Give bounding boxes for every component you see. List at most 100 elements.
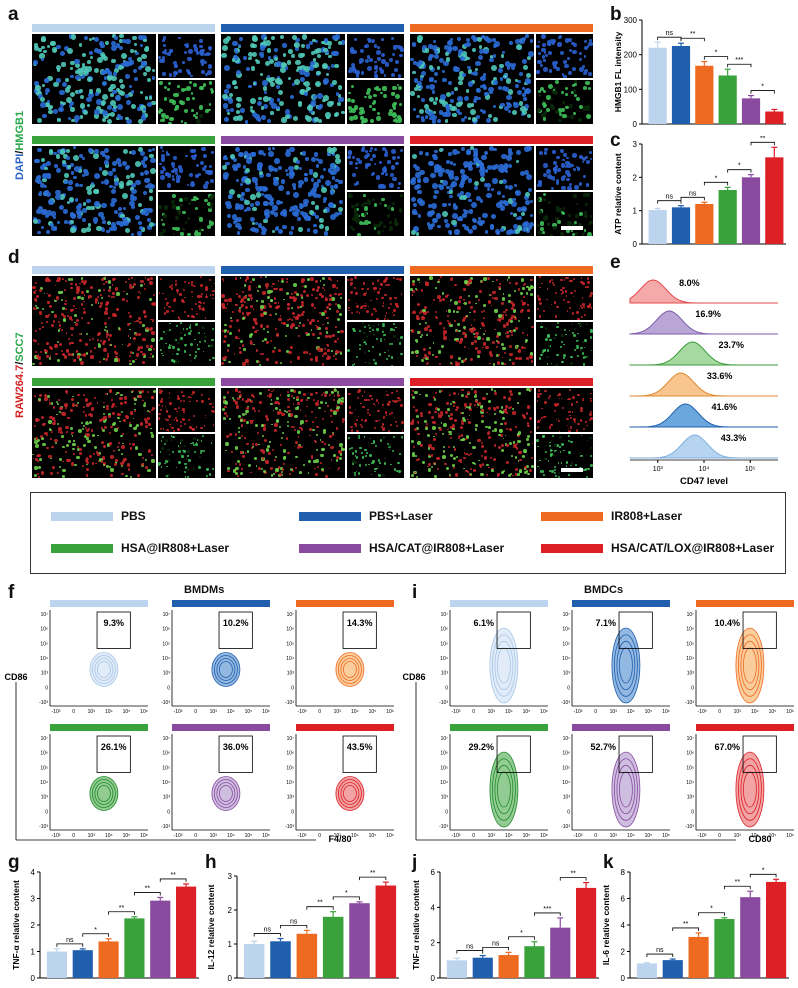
cell-dot — [384, 172, 389, 177]
cell-dot — [173, 63, 178, 68]
cell-dot — [189, 400, 191, 403]
cell-dot — [553, 90, 558, 95]
cell-dot — [279, 201, 283, 205]
cell-dot — [588, 71, 593, 76]
cell-dot — [172, 226, 176, 231]
cell-dot — [368, 326, 371, 329]
cell-dot — [400, 353, 403, 356]
cell-dot — [360, 402, 362, 405]
cell-dot — [461, 388, 464, 392]
cell-dot — [261, 352, 264, 355]
cell-dot — [273, 297, 277, 300]
cell-dot — [161, 118, 165, 122]
cell-dot — [145, 344, 149, 348]
cell-dot — [366, 408, 369, 411]
cell-dot — [586, 45, 590, 48]
cell-dot — [347, 438, 349, 440]
cell-dot — [311, 456, 314, 459]
cell-dot — [419, 312, 422, 315]
cell-dot — [541, 470, 545, 473]
cell-dot — [150, 168, 156, 174]
cell-dot — [119, 34, 124, 39]
cell-dot — [300, 445, 303, 449]
cell-dot — [323, 289, 326, 291]
cell-dot — [466, 176, 470, 180]
cell-dot — [223, 174, 228, 180]
cell-dot — [486, 276, 490, 280]
cell-dot — [235, 466, 239, 470]
cell-dot — [138, 395, 142, 399]
cell-dot — [469, 408, 473, 412]
cell-dot — [472, 461, 475, 465]
cell-dot — [352, 68, 357, 74]
cell-dot — [186, 183, 190, 187]
cell-dot — [423, 356, 425, 359]
cell-dot — [280, 444, 282, 446]
cell-dot — [38, 192, 42, 196]
micrograph-inset-top — [536, 276, 593, 320]
cell-dot — [464, 115, 468, 119]
cell-dot — [481, 35, 486, 40]
cell-dot — [582, 231, 586, 235]
cell-dot — [230, 450, 233, 453]
micrograph-inset-bottom — [158, 322, 215, 366]
cell-dot — [164, 297, 168, 301]
cell-dot — [391, 311, 394, 314]
cell-dot — [568, 474, 570, 476]
cell-dot — [176, 174, 181, 180]
cell-dot — [472, 98, 478, 104]
cell-dot — [50, 222, 55, 227]
cell-dot — [226, 161, 230, 165]
cell-dot — [116, 220, 121, 225]
cell-dot — [470, 328, 475, 333]
cell-dot — [86, 103, 90, 108]
cell-dot — [300, 89, 304, 93]
cell-dot — [381, 171, 385, 175]
cell-dot — [418, 60, 424, 66]
cell-dot — [39, 328, 41, 330]
cell-dot — [524, 104, 530, 110]
cell-dot — [275, 400, 279, 404]
cell-dot — [274, 455, 278, 459]
cell-dot — [500, 434, 504, 437]
cell-dot — [351, 216, 357, 222]
cell-dot — [434, 391, 437, 394]
cell-dot — [571, 395, 575, 399]
cell-dot — [111, 283, 114, 286]
cell-dot — [377, 465, 379, 468]
cell-dot — [266, 286, 269, 289]
cell-dot — [241, 290, 245, 294]
cell-dot — [207, 170, 212, 175]
cell-dot — [485, 393, 488, 396]
cell-dot — [425, 85, 430, 89]
cell-dot — [316, 70, 321, 76]
cell-dot — [34, 305, 37, 308]
cell-dot — [556, 353, 559, 356]
cell-dot — [348, 67, 353, 72]
cell-dot — [565, 333, 567, 336]
cell-dot — [61, 162, 67, 167]
cell-dot — [190, 281, 194, 284]
cell-dot — [517, 460, 520, 462]
cell-dot — [323, 351, 327, 356]
cell-dot — [354, 202, 359, 207]
cell-dot — [102, 170, 108, 176]
cell-dot — [296, 446, 300, 450]
cell-dot — [338, 456, 343, 460]
cell-dot — [273, 180, 280, 186]
cell-dot — [326, 65, 331, 70]
cell-dot — [378, 287, 381, 290]
cell-dot — [499, 63, 504, 68]
cell-dot — [464, 302, 468, 306]
cell-dot — [541, 113, 546, 118]
cell-dot — [575, 203, 579, 206]
cell-dot — [129, 355, 132, 358]
cell-dot — [475, 334, 479, 338]
cell-dot — [77, 70, 84, 77]
cell-dot — [381, 426, 383, 428]
cell-dot — [142, 109, 147, 113]
cell-dot — [541, 349, 544, 352]
cell-dot — [443, 327, 446, 330]
cell-dot — [355, 181, 360, 185]
cell-dot — [543, 173, 547, 177]
